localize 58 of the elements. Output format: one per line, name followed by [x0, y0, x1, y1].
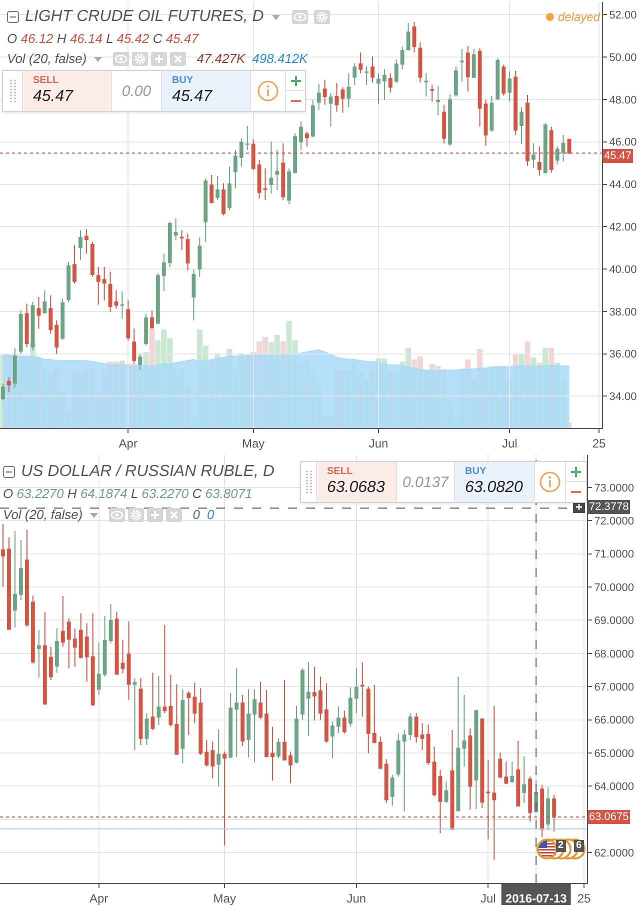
y-tick-label: 36.00 — [609, 348, 637, 361]
y-tick-label: 44.00 — [609, 179, 637, 192]
y-tick-label: 65.0000 — [594, 748, 634, 760]
x-tick-label: Apr — [89, 891, 108, 906]
x-tick-label: 2016-07-13 — [505, 891, 568, 906]
annotation: 6 — [574, 840, 584, 852]
ref-line-label: 72.3778 — [589, 501, 629, 513]
annotation: 0 — [192, 507, 200, 523]
y-tick-label: 40.00 — [609, 264, 637, 276]
x-tick-label: Jun — [346, 891, 366, 906]
y-tick-label: 70.0000 — [594, 582, 634, 594]
y-tick-label: 64.0000 — [594, 780, 634, 793]
annotation: delayed — [558, 10, 600, 24]
annotation: 2 — [556, 840, 566, 852]
annotation: Vol (20, false) — [7, 51, 87, 67]
annotation: 63.0683 — [327, 478, 386, 498]
annotation: 47.427K — [196, 51, 246, 67]
x-tick-label: May — [242, 436, 265, 450]
y-tick-label: 46.00 — [609, 136, 637, 149]
annotation: 45.47 — [33, 87, 74, 107]
x-tick-label: Jul — [502, 436, 518, 450]
annotation: SELL — [327, 466, 354, 478]
text: O 46.12 H 46.14 L 45.42 C 45.47 — [7, 31, 198, 46]
annotation: 0.0137 — [397, 462, 454, 502]
x-tick-label: May — [213, 891, 236, 906]
annotation: 0.00 — [112, 71, 161, 111]
y-tick-label: 69.0000 — [594, 615, 634, 628]
annotation: 63.0820 — [465, 478, 524, 498]
y-tick-label: 42.00 — [609, 222, 637, 234]
y-tick-label: 50.00 — [609, 52, 637, 64]
ref-line-label: 63.0675 — [589, 811, 629, 823]
y-tick-label: 38.00 — [609, 306, 637, 318]
annotation: BUY — [172, 75, 194, 87]
y-tick-label: 34.00 — [609, 391, 637, 404]
annotation: 45.47 — [172, 87, 214, 107]
y-tick-label: 71.0000 — [594, 548, 634, 561]
x-tick-label: Apr — [118, 436, 138, 450]
x-tick-label: Jul — [480, 891, 496, 906]
ref-line-label: 45.47 — [604, 150, 632, 162]
x-tick-label: Jun — [368, 436, 388, 450]
annotation: SELL — [33, 75, 60, 87]
y-tick-label: 48.00 — [609, 94, 637, 106]
text: US DOLLAR / RUSSIAN RUBLE, D — [21, 463, 274, 481]
y-tick-label: 73.0000 — [594, 482, 634, 494]
y-tick-label: 72.0000 — [594, 516, 634, 528]
annotation: BUY — [465, 466, 488, 478]
y-tick-label: 62.0000 — [594, 847, 634, 860]
y-tick-label: 66.0000 — [594, 714, 634, 727]
y-tick-label: 68.0000 — [594, 648, 634, 660]
x-tick-label: 25 — [592, 436, 606, 450]
text: O 63.2270 H 64.1874 L 63.2270 C 63.8071 — [3, 486, 252, 501]
annotation: Vol (20, false) — [3, 507, 83, 523]
annotation: 498.412K — [252, 51, 308, 67]
chart-title: LIGHT CRUDE OIL FUTURES, D — [25, 8, 264, 26]
y-tick-label: 67.0000 — [594, 681, 634, 694]
annotation: 0 — [206, 507, 214, 523]
y-tick-label: 52.00 — [609, 10, 637, 22]
x-tick-label: 25 — [577, 891, 592, 906]
